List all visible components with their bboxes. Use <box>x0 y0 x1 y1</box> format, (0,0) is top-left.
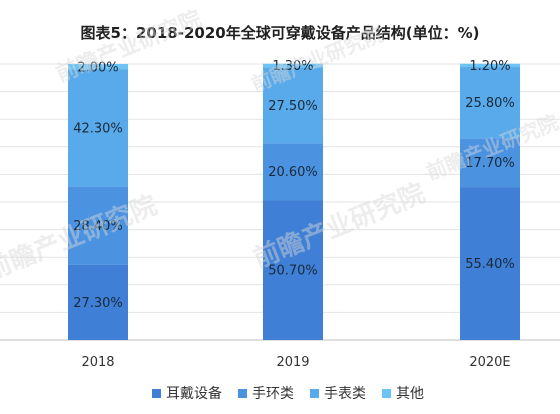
bar-segment <box>263 63 323 68</box>
bar-segment <box>263 143 323 201</box>
legend-swatch <box>152 389 161 398</box>
data-label: 17.70% <box>465 156 515 171</box>
stacked-bars: 27.30% 28.40% 42.30% 2.00% 50.70% 20.60% 27.50… <box>68 59 520 340</box>
data-label: 55.40% <box>465 257 515 272</box>
legend-label: 其他 <box>396 386 424 402</box>
chart-title: 图表5：2018-2020年全球可穿戴设备产品结构(单位：%) <box>81 24 480 42</box>
data-label: 20.60% <box>268 165 318 180</box>
data-label: 27.30% <box>73 296 123 311</box>
legend-label: 耳戴设备 <box>166 385 222 402</box>
data-label: 2.00% <box>77 60 118 75</box>
data-label: 1.30% <box>272 59 313 74</box>
legend: 耳戴设备 手环类 手表类 其他 <box>152 385 424 402</box>
data-label: 28.40% <box>73 219 123 234</box>
x-tick-label: 2019 <box>276 355 309 370</box>
bar-segment <box>460 187 520 340</box>
legend-label: 手环类 <box>252 386 294 402</box>
bar-segment <box>460 63 520 68</box>
bar-segment <box>263 200 323 340</box>
legend-label: 手表类 <box>324 386 366 402</box>
data-label: 1.20% <box>469 59 510 74</box>
bar-segment <box>68 186 128 265</box>
bar-segment <box>68 64 128 70</box>
bar-segment <box>68 69 128 187</box>
data-label: 27.50% <box>268 99 318 114</box>
bar-segment <box>68 264 128 340</box>
legend-swatch <box>238 389 247 398</box>
data-label: 25.80% <box>465 96 515 111</box>
watermark-text: 前瞻产业研究院 <box>53 6 206 88</box>
legend-swatch <box>382 389 391 398</box>
bar-segment <box>460 67 520 139</box>
data-label: 50.70% <box>268 264 318 279</box>
x-axis-labels: 2018 2019 2020E <box>81 355 510 370</box>
x-tick-label: 2018 <box>81 355 114 370</box>
data-label: 42.30% <box>73 121 123 136</box>
x-tick-label: 2020E <box>469 355 510 370</box>
bar-segment <box>460 138 520 188</box>
bar-segment <box>263 67 323 144</box>
legend-swatch <box>310 389 319 398</box>
